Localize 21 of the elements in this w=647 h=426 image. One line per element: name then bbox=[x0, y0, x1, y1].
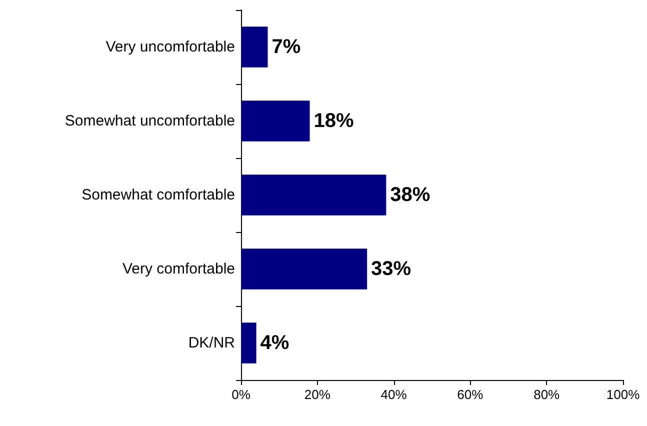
bar bbox=[241, 248, 368, 290]
y-tick-label: Very uncomfortable bbox=[106, 38, 235, 56]
bar bbox=[241, 174, 386, 216]
y-tick-label: Somewhat comfortable bbox=[82, 186, 235, 204]
bar bbox=[241, 322, 256, 364]
x-tick-label: 100% bbox=[606, 387, 640, 402]
y-tick-label: Somewhat uncomfortable bbox=[64, 112, 235, 130]
data-label: 4% bbox=[260, 332, 290, 354]
x-tick-label: 0% bbox=[232, 387, 251, 402]
data-label: 38% bbox=[390, 184, 430, 206]
data-label: 7% bbox=[272, 36, 301, 58]
y-tick-label: DK/NR bbox=[188, 334, 236, 352]
x-tick-label: 20% bbox=[304, 387, 331, 402]
bar bbox=[241, 26, 268, 68]
bar bbox=[241, 100, 310, 142]
data-label: 18% bbox=[314, 110, 354, 132]
x-tick-label: 80% bbox=[534, 387, 560, 402]
data-label: 33% bbox=[371, 258, 412, 280]
x-tick-label: 60% bbox=[457, 387, 484, 402]
x-tick-label: 40% bbox=[380, 387, 408, 402]
y-tick-label: Very comfortable bbox=[122, 260, 235, 278]
